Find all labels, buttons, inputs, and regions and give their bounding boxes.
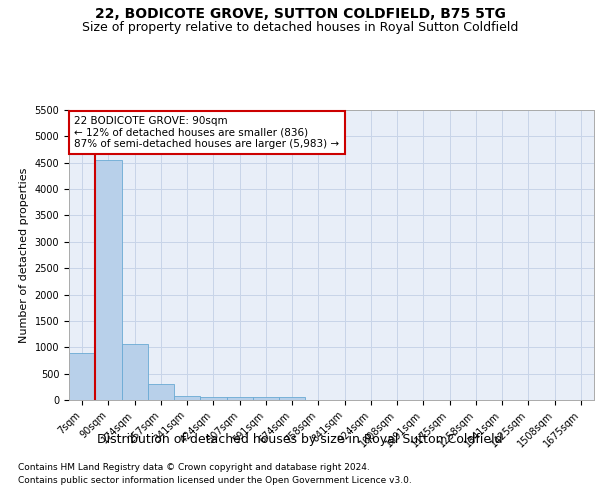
Text: 22, BODICOTE GROVE, SUTTON COLDFIELD, B75 5TG: 22, BODICOTE GROVE, SUTTON COLDFIELD, B7… xyxy=(95,8,505,22)
Text: Contains public sector information licensed under the Open Government Licence v3: Contains public sector information licen… xyxy=(18,476,412,485)
Text: 22 BODICOTE GROVE: 90sqm
← 12% of detached houses are smaller (836)
87% of semi-: 22 BODICOTE GROVE: 90sqm ← 12% of detach… xyxy=(74,116,340,149)
Bar xyxy=(148,384,174,400)
Bar xyxy=(253,398,279,400)
Bar xyxy=(69,352,95,400)
Text: Distribution of detached houses by size in Royal Sutton Coldfield: Distribution of detached houses by size … xyxy=(97,432,503,446)
Bar xyxy=(200,397,227,400)
Bar xyxy=(279,398,305,400)
Bar xyxy=(95,160,121,400)
Text: Contains HM Land Registry data © Crown copyright and database right 2024.: Contains HM Land Registry data © Crown c… xyxy=(18,462,370,471)
Bar xyxy=(174,396,200,400)
Bar xyxy=(121,344,148,400)
Bar xyxy=(227,398,253,400)
Y-axis label: Number of detached properties: Number of detached properties xyxy=(19,168,29,342)
Text: Size of property relative to detached houses in Royal Sutton Coldfield: Size of property relative to detached ho… xyxy=(82,21,518,34)
